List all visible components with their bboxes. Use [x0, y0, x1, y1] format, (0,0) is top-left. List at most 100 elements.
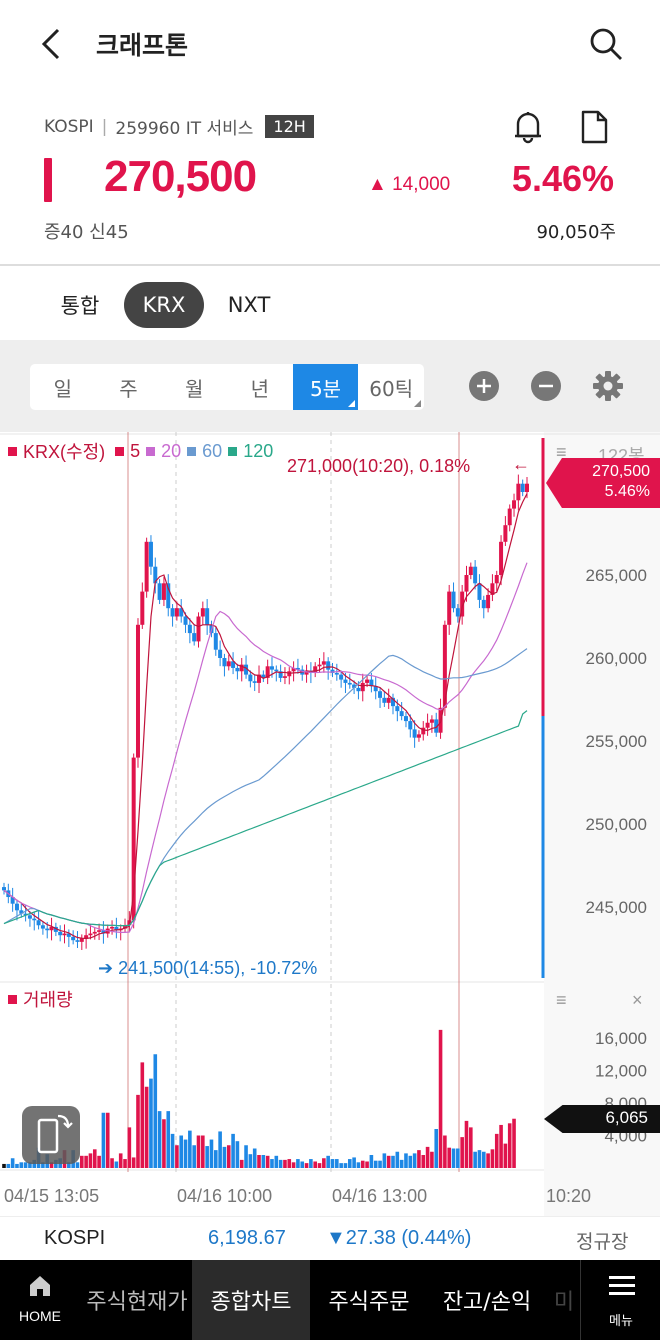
nav-menu-label: 메뉴 — [609, 1314, 633, 1329]
chart-menu-icon[interactable]: ≡ — [556, 442, 567, 462]
low-annotation: ➔ 241,500(14:55), -10.72% — [98, 958, 317, 979]
stock-meta: KOSPI | 259960 IT 서비스 12H — [44, 114, 314, 139]
period-label: 월 — [184, 376, 204, 401]
period-day[interactable]: 일 — [30, 364, 96, 410]
divider: | — [101, 116, 108, 137]
price-candle-icon — [44, 158, 52, 202]
volume-legend: 거래량 — [8, 986, 73, 1012]
session-status: 정규장 — [576, 1231, 629, 1253]
nav-stock-quote[interactable]: 주식현재가 — [86, 1290, 188, 1315]
legend-ma60: 60 — [202, 440, 223, 461]
x-label: 04/15 13:05 — [4, 1186, 100, 1206]
nav-home-label: HOME — [19, 1308, 61, 1324]
index-ticker-bar[interactable]: KOSPI 6,198.67 ▼27.38 (0.44%) 정규장 — [0, 1216, 660, 1260]
legend-swatch — [146, 446, 156, 456]
volume-label: 90,050주 — [536, 222, 616, 243]
x-label: 10:20 — [546, 1186, 592, 1206]
tab-nxt[interactable]: NXT — [227, 293, 271, 317]
trading-hours-badge: 12H — [265, 115, 314, 138]
candlestick-chart[interactable]: 265,000 260,000 255,000 250,000 245,000 16,00… — [0, 432, 660, 1216]
stock-info-panel: KOSPI | 259960 IT 서비스 12H 270,500 ▲ 14,0… — [0, 100, 660, 266]
hamburger-menu-icon — [609, 1276, 635, 1295]
legend-ma120: 120 — [243, 440, 274, 461]
volume-menu-icon[interactable]: ≡ — [556, 990, 567, 1010]
nav-order[interactable]: 주식주문 — [328, 1290, 410, 1315]
search-icon[interactable] — [588, 26, 624, 62]
legend-series: KRX(수정) — [23, 442, 106, 462]
market-label: KOSPI — [44, 116, 94, 137]
zoom-in-icon[interactable] — [468, 370, 500, 402]
legend-ma5: 5 — [130, 440, 141, 461]
svg-text:260,000: 260,000 — [586, 649, 647, 668]
period-label: 주 — [119, 376, 138, 401]
volume-close-icon[interactable]: × — [632, 990, 643, 1010]
tab-integrated[interactable]: 통합 — [60, 294, 100, 318]
svg-text:245,000: 245,000 — [586, 898, 647, 917]
tab-krx[interactable]: KRX — [124, 282, 204, 328]
current-volume-text: 6,065 — [605, 1108, 648, 1127]
low-text: 241,500(14:55), -10.72% — [118, 958, 318, 978]
market-tabs: 통합 KRX NXT — [0, 268, 660, 340]
low-arrow-icon: ➔ — [98, 958, 119, 978]
app-header: 크래프톤 — [0, 0, 660, 90]
chart-legend: KRX(수정) 5 20 60 120 — [8, 438, 273, 464]
rotate-screen-button[interactable] — [22, 1106, 80, 1164]
chart-toolbar: 일 주 월 년 5분 60틱 — [0, 340, 660, 432]
nav-chart[interactable]: 종합차트 — [192, 1260, 310, 1340]
volume-label: 거래량 — [23, 990, 73, 1010]
period-label: 일 — [53, 376, 73, 401]
x-label: 04/16 13:00 — [332, 1186, 428, 1206]
current-price-tag — [546, 458, 660, 508]
chart-area[interactable]: 265,000 260,000 255,000 250,000 245,000 16,00… — [0, 432, 660, 1216]
dropdown-corner-icon — [348, 400, 356, 407]
document-icon[interactable] — [580, 110, 608, 144]
svg-text:265,000: 265,000 — [586, 566, 647, 585]
current-volume-tag — [544, 1105, 660, 1133]
legend-swatch — [228, 446, 238, 456]
bell-icon[interactable] — [512, 110, 544, 144]
index-change: ▼27.38 (0.44%) — [326, 1227, 472, 1249]
period-selector: 일 주 월 년 5분 60틱 — [30, 364, 424, 410]
legend-swatch — [8, 446, 17, 456]
legend-swatch — [115, 446, 125, 456]
period-60tick[interactable]: 60틱 — [358, 364, 424, 410]
period-label: 년 — [250, 376, 270, 401]
index-value: 6,198.67 — [208, 1227, 286, 1249]
high-arrow-icon: ← — [512, 454, 530, 474]
settings-gear-icon[interactable] — [592, 370, 624, 402]
price-change: ▲ 14,000 — [368, 174, 451, 195]
svg-text:12,000: 12,000 — [595, 1062, 647, 1081]
back-arrow-icon[interactable] — [36, 24, 66, 64]
margin-info: 증40 신45 — [44, 222, 129, 243]
nav-menu[interactable]: 메뉴 — [580, 1260, 660, 1340]
svg-text:255,000: 255,000 — [586, 732, 647, 751]
nav-more[interactable]: 미 — [553, 1290, 575, 1315]
dropdown-corner-icon — [414, 400, 422, 407]
period-week[interactable]: 주 — [96, 364, 162, 410]
price-axis-panel[interactable] — [544, 432, 660, 1216]
high-annotation: 271,000(10:20), 0.18% — [287, 456, 471, 476]
nav-balance[interactable]: 잔고/손익 — [442, 1290, 532, 1315]
current-price-tag-text: 270,500 5.46% — [560, 462, 650, 502]
zoom-out-icon[interactable] — [530, 370, 562, 402]
legend-swatch — [187, 446, 197, 456]
page-title: 크래프톤 — [96, 31, 189, 60]
x-label: 04/16 10:00 — [177, 1186, 273, 1206]
period-year[interactable]: 년 — [227, 364, 293, 410]
legend-swatch — [8, 994, 17, 1004]
code-sector-label: 259960 IT 서비스 — [115, 119, 254, 139]
period-label: 60틱 — [369, 376, 414, 401]
home-icon — [30, 1276, 50, 1296]
rotate-icon — [37, 1114, 73, 1154]
period-5min[interactable]: 5분 — [292, 364, 359, 410]
index-name: KOSPI — [44, 1227, 106, 1249]
period-month[interactable]: 월 — [161, 364, 227, 410]
legend-ma20: 20 — [161, 440, 182, 461]
tag-pct: 5.46% — [604, 483, 650, 500]
tag-price: 270,500 — [592, 463, 650, 480]
change-percent: 5.46% — [511, 158, 614, 199]
nav-home[interactable]: HOME — [0, 1260, 80, 1340]
bottom-navigation: HOME 주식현재가 종합차트 주식주문 잔고/손익 미 메뉴 — [0, 1260, 660, 1340]
svg-text:16,000: 16,000 — [595, 1029, 647, 1048]
period-label: 5분 — [309, 376, 342, 401]
